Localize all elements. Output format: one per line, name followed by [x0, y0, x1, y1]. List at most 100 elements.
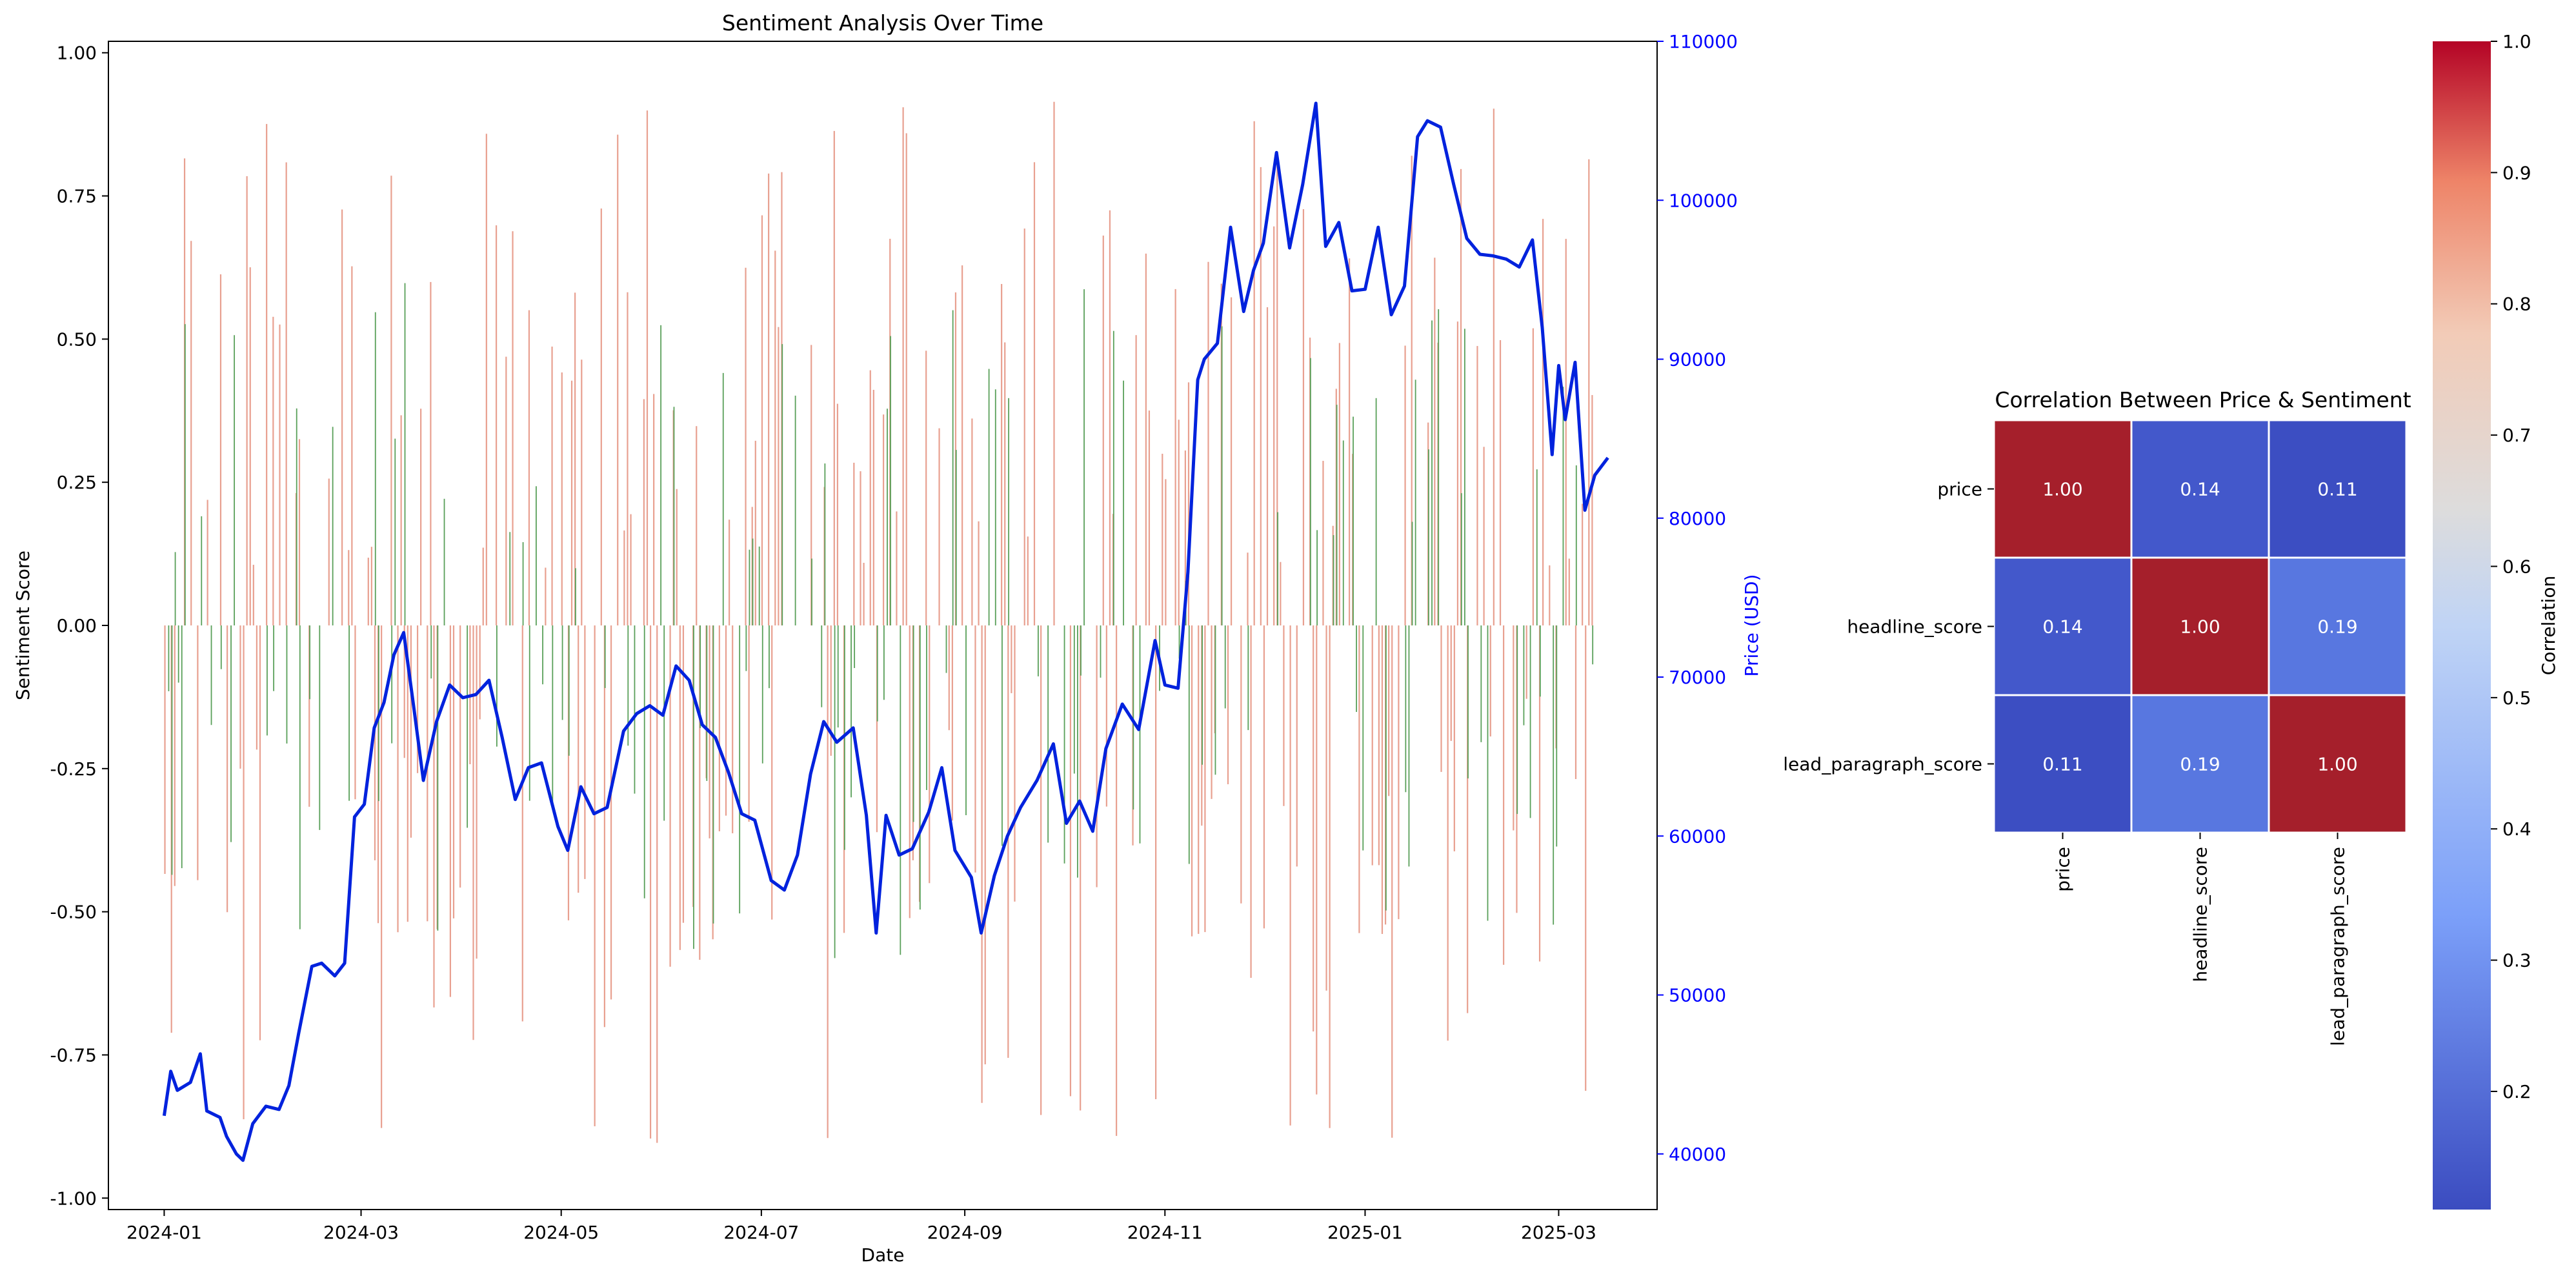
headline-score-bar [476, 625, 478, 959]
lead-paragraph-score-bar [660, 325, 662, 625]
lead-paragraph-score-bar [299, 625, 301, 929]
x-tick-label: 2024-11 [1127, 1222, 1203, 1243]
lead-paragraph-score-bar [1277, 512, 1278, 625]
x-tick-label: 2024-01 [126, 1222, 202, 1243]
headline-score-bar [1532, 328, 1534, 625]
lead-paragraph-score-bar [843, 625, 845, 850]
headline-score-bar [1538, 625, 1541, 962]
correlation-heatmap: Correlation Between Price & Sentiment 1.… [1783, 387, 2411, 1046]
headline-score-bar [1273, 226, 1275, 625]
heatmap-cell [1993, 419, 2133, 559]
colorbar-label: Correlation [2538, 576, 2559, 675]
headline-score-bar [896, 511, 898, 625]
lead-paragraph-score-bar [437, 625, 439, 931]
lead-paragraph-score-bar [673, 407, 675, 625]
x-tick-label: 2024-03 [323, 1222, 399, 1243]
headline-score-bar [761, 215, 763, 625]
lead-paragraph-score-bar [722, 372, 724, 625]
lead-paragraph-score-bar [1077, 625, 1078, 878]
colorbar-ticks: 0.2 0.3 0.4 0.5 0.6 0.7 0.8 0.9 1.0 [2491, 31, 2531, 1102]
lead-paragraph-score-bar [1362, 625, 1364, 851]
headline-score-bar [206, 500, 208, 625]
colorbar-tick-label: 0.5 [2502, 687, 2531, 709]
lead-paragraph-score-bar [1221, 326, 1223, 625]
headline-score-bar [627, 292, 629, 625]
headline-score-bar [1325, 625, 1327, 991]
x-tick-label: 2024-09 [927, 1222, 1003, 1243]
headline-score-bar [1004, 342, 1006, 625]
headline-score-bar [574, 292, 576, 625]
y2-tick-label: 90000 [1669, 349, 1726, 370]
lead-paragraph-score-bar [1356, 625, 1358, 713]
headline-score-bar [348, 550, 350, 625]
headline-score-bar [226, 625, 228, 913]
heatmap-cell [2130, 419, 2270, 559]
headline-score-bar [1283, 625, 1285, 806]
headline-score-bar [1358, 625, 1360, 933]
lead-paragraph-score-bar [1385, 625, 1387, 911]
y-axis-label: Sentiment Score [12, 551, 34, 700]
lead-paragraph-score-bar [1480, 625, 1482, 742]
headline-score-bar [1069, 625, 1072, 1097]
heatmap-cell [2130, 694, 2270, 834]
lead-paragraph-score-bar [811, 558, 812, 625]
headline-score-bar [1447, 625, 1449, 1041]
lead-paragraph-score-bar [319, 625, 321, 830]
headline-score-bar [1148, 410, 1151, 625]
colorbar: 0.2 0.3 0.4 0.5 0.6 0.7 0.8 0.9 1.0 Correlation [2433, 31, 2559, 1210]
y-tick-label: -0.25 [50, 758, 97, 780]
headline-score-bar [381, 625, 383, 1128]
headline-score-bar [860, 471, 861, 625]
lead-paragraph-score-bar [781, 344, 783, 625]
heatmap-cell-value: 0.14 [2180, 479, 2220, 500]
lead-paragraph-score-bar [1428, 449, 1429, 625]
lead-paragraph-score-bar [693, 625, 694, 949]
headline-score-bar [1349, 258, 1351, 625]
lead-paragraph-score-bar [509, 532, 511, 625]
headline-score-bar [397, 625, 399, 933]
lead-paragraph-score-bar [1592, 625, 1594, 665]
y2-tick-label: 80000 [1669, 508, 1726, 529]
headline-score-bar [551, 346, 553, 625]
headline-score-bar [1476, 346, 1478, 625]
lead-paragraph-score-bar [552, 625, 554, 809]
lead-paragraph-score-bar [883, 625, 885, 700]
lead-paragraph-score-bar [1080, 625, 1082, 676]
sentiment-bars [164, 101, 1594, 1143]
headline-score-bar [925, 350, 927, 625]
headline-score-bar [1483, 447, 1485, 625]
headline-score-bar [1102, 235, 1104, 626]
headline-score-bar [676, 489, 678, 625]
heatmap-col-label: price [2053, 847, 2074, 892]
y-tick-label: -0.75 [50, 1044, 97, 1066]
lead-paragraph-score-bar [309, 625, 310, 700]
headline-score-bar [1329, 625, 1331, 1128]
headline-score-bar [853, 462, 855, 625]
headline-score-bar [1155, 625, 1157, 1099]
headline-score-bar [1162, 454, 1163, 625]
headline-score-bar [1211, 625, 1213, 799]
headline-score-bar [407, 625, 408, 922]
price-line-group [162, 101, 1609, 1162]
headline-score-bar [1033, 162, 1036, 625]
headline-score-bar [1178, 420, 1180, 625]
headline-score-bar [374, 625, 376, 860]
headline-score-bar [1227, 625, 1229, 785]
lead-paragraph-score-bar [712, 625, 714, 924]
headline-score-bar [482, 547, 484, 625]
headline-score-bar [682, 625, 685, 923]
headline-score-bar [981, 625, 983, 1103]
headline-score-bar [1381, 625, 1384, 935]
heatmap-cell-value: 1.00 [2180, 616, 2220, 638]
lead-paragraph-score-bar [890, 336, 891, 625]
lead-paragraph-score-bar [348, 625, 350, 801]
headline-score-bar [646, 110, 649, 626]
y2-axis-label: Price (USD) [1741, 574, 1762, 677]
colorbar-tick-label: 0.7 [2502, 425, 2531, 446]
headline-score-bar [1191, 625, 1193, 937]
headline-score-bar [971, 418, 973, 625]
lead-paragraph-score-bar [1224, 625, 1226, 709]
headline-score-bar [1575, 625, 1577, 780]
lead-paragraph-score-bar [234, 335, 236, 625]
